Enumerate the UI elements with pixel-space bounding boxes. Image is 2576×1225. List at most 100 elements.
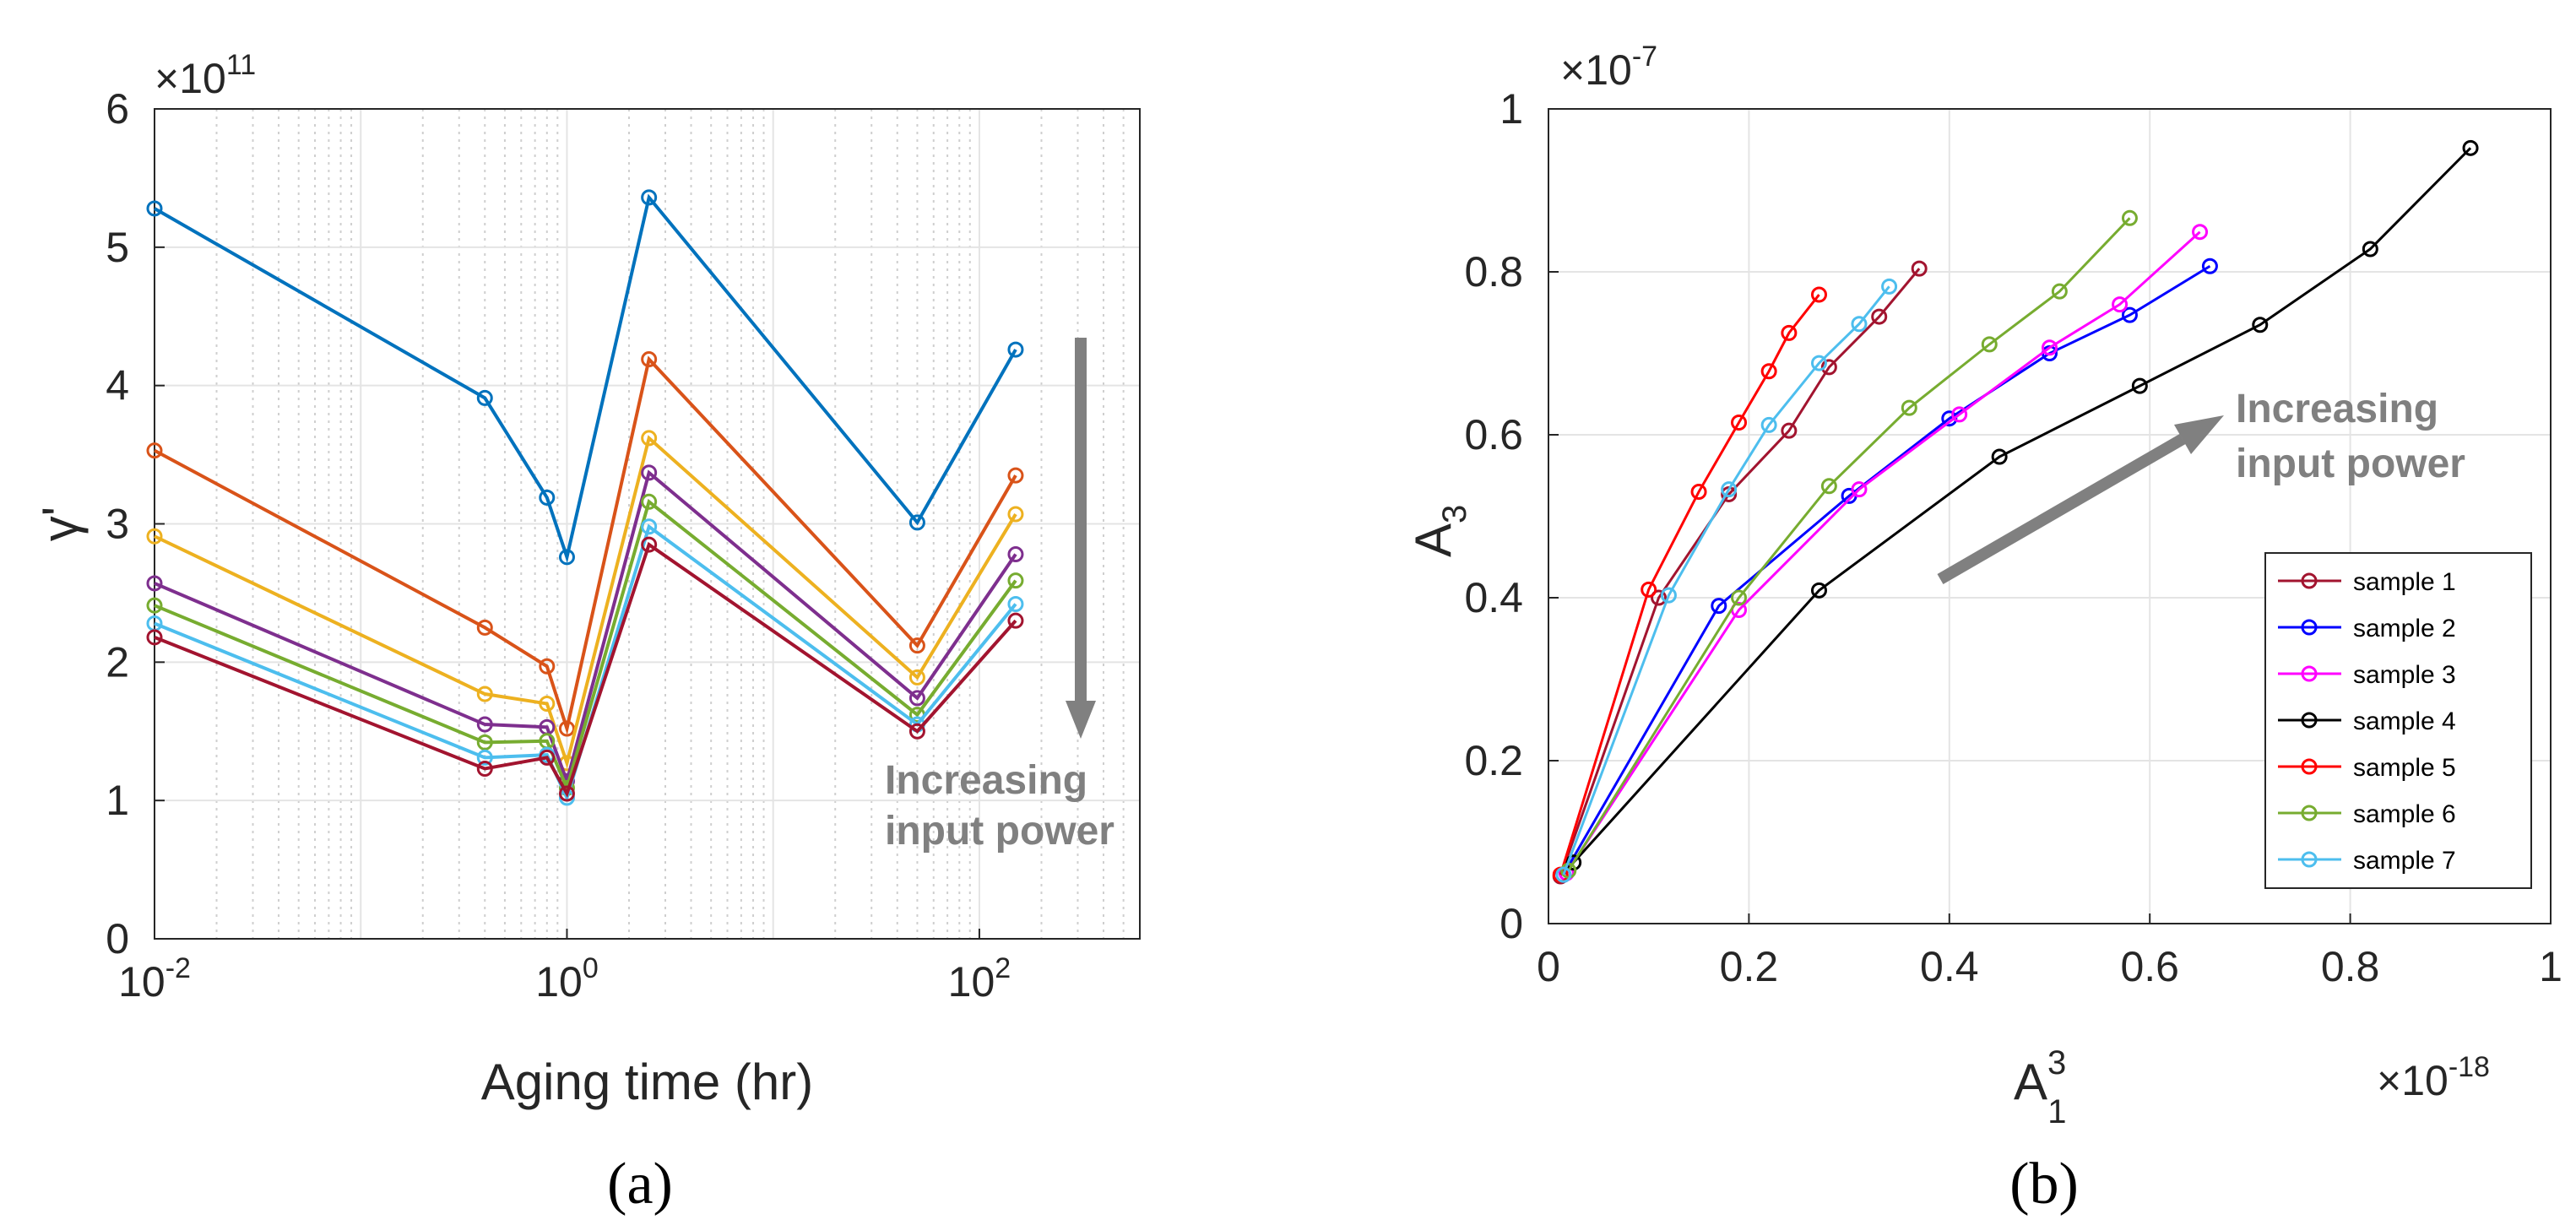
x-tick-base: 10	[118, 958, 165, 1005]
x-tick-label: 0	[1537, 943, 1560, 990]
x-tick-label: 0.2	[1720, 943, 1779, 990]
data-point	[1651, 589, 1668, 606]
data-point	[146, 200, 163, 217]
y-tick-label: 6	[106, 85, 129, 133]
y-tick-label: 1	[106, 777, 129, 824]
data-point	[908, 514, 925, 531]
data-point	[539, 695, 556, 712]
x-axis-label: A3 1	[2014, 1044, 2067, 1130]
data-point	[558, 785, 575, 802]
data-point	[1007, 506, 1024, 523]
data-point	[1881, 278, 1898, 295]
data-point	[641, 536, 658, 553]
x-axis-label: Aging time (hr)	[481, 1054, 813, 1110]
y-exponent-power: -7	[1632, 41, 1657, 73]
data-point	[1901, 399, 1917, 416]
annotation-line-1: Increasing	[2236, 387, 2438, 431]
y-exponent-label: ×10-7	[1560, 41, 1657, 94]
x-axis-label-base: A	[2014, 1054, 2047, 1110]
data-point	[2112, 296, 2129, 313]
series-line-3	[154, 435, 1017, 770]
y-tick-label: 2	[106, 638, 129, 686]
data-point	[2252, 317, 2269, 333]
data-point	[1641, 581, 1657, 598]
increasing-power-arrow	[1937, 433, 2186, 585]
data-point	[1941, 410, 1958, 427]
x-tick-label: 0.4	[1920, 943, 1979, 990]
data-point	[1007, 546, 1024, 563]
data-point	[1810, 286, 1827, 303]
data-point	[146, 528, 163, 545]
data-point	[476, 749, 493, 766]
data-point	[2042, 339, 2058, 356]
data-point	[476, 734, 493, 751]
x-exponent-label: ×10-18	[2377, 1051, 2490, 1104]
y-exponent-base: ×10	[1560, 46, 1632, 94]
data-point	[1731, 415, 1748, 431]
data-point	[1007, 596, 1024, 613]
series-line-5	[1559, 294, 1820, 875]
y-axis-label: γ'	[32, 507, 89, 541]
series-line-7	[154, 541, 1017, 798]
x-exponent-power: -18	[2449, 1051, 2490, 1083]
x-axis-label-subscript: 1	[2047, 1093, 2066, 1130]
data-point	[539, 749, 556, 766]
x-axis-label-superscript: 3	[2047, 1044, 2066, 1081]
arrow-head	[1066, 701, 1096, 739]
annotation-line-2: input power	[2236, 442, 2465, 486]
y-axis-label-base: A	[1405, 523, 1462, 557]
y-tick-label: 4	[106, 362, 129, 409]
series-line-3	[1565, 230, 2201, 874]
y-tick-label: 0.4	[1464, 574, 1523, 621]
legend-marker	[2301, 851, 2318, 868]
data-point	[1781, 324, 1798, 341]
y-axis-label: A3	[1405, 505, 1473, 557]
data-point	[641, 493, 658, 510]
legend-entry: sample 6	[2353, 800, 2456, 828]
data-point	[476, 716, 493, 733]
legend-marker	[2301, 665, 2318, 682]
legend-entry: sample 3	[2353, 661, 2456, 689]
x-tick-exponent: 0	[583, 952, 599, 984]
data-point	[1951, 406, 1968, 423]
data-point	[558, 549, 575, 566]
legend-entry: sample 2	[2353, 615, 2456, 642]
data-point	[1007, 572, 1024, 589]
y-tick-label: 0.6	[1464, 411, 1523, 458]
y-exponent-label: ×1011	[155, 49, 256, 102]
data-point	[1660, 587, 1677, 604]
series-line-6	[1567, 217, 2131, 872]
y-exponent-power: 11	[226, 49, 256, 81]
data-point	[2362, 241, 2378, 257]
legend-entry: sample 1	[2353, 568, 2456, 596]
y-tick-label: 3	[106, 501, 129, 548]
data-point	[2121, 209, 2138, 226]
legend-entry: sample 4	[2353, 707, 2456, 735]
legend-entry: sample 5	[2353, 754, 2456, 782]
y-tick-label: 0	[1500, 900, 1523, 947]
panel-label-b: (b)	[2009, 1152, 2079, 1217]
data-point	[1007, 467, 1024, 484]
panel-b-chart: 0 0.2 0.4 0.6 0.8 100.20.40.60.81×10-7×10-18A…	[1405, 41, 2562, 1217]
y-tick-label: 5	[106, 224, 129, 271]
data-point	[1810, 355, 1827, 371]
legend-marker	[2301, 805, 2318, 821]
data-point	[476, 686, 493, 702]
data-point	[1820, 478, 1837, 495]
data-point	[476, 760, 493, 777]
data-point	[1851, 481, 1868, 498]
data-point	[1760, 416, 1777, 433]
y-tick-label: 0.8	[1464, 248, 1523, 295]
x-tick-label: 10-2	[118, 952, 191, 1005]
y-exponent-base: ×10	[155, 55, 226, 102]
data-point	[2051, 283, 2068, 300]
data-point	[641, 189, 658, 206]
x-tick-label: 0.6	[2120, 943, 2179, 990]
x-tick-label: 100	[535, 952, 599, 1005]
data-point	[558, 720, 575, 737]
data-point	[2121, 306, 2138, 323]
legend-marker	[2301, 619, 2318, 636]
